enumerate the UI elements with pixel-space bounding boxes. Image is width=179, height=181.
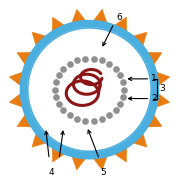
- Polygon shape: [114, 148, 127, 162]
- Polygon shape: [93, 156, 107, 170]
- Polygon shape: [156, 93, 170, 107]
- Polygon shape: [32, 133, 46, 147]
- Polygon shape: [93, 9, 107, 23]
- Text: 4: 4: [48, 168, 54, 177]
- Polygon shape: [52, 17, 65, 32]
- Polygon shape: [133, 133, 147, 147]
- Polygon shape: [9, 72, 23, 86]
- Text: 5: 5: [100, 168, 106, 177]
- Circle shape: [21, 21, 158, 159]
- Text: 6: 6: [116, 13, 122, 22]
- Polygon shape: [147, 52, 162, 65]
- Polygon shape: [9, 93, 23, 107]
- Polygon shape: [114, 17, 127, 32]
- Text: 3: 3: [159, 84, 165, 93]
- Text: 2: 2: [151, 94, 157, 103]
- Circle shape: [28, 28, 151, 151]
- Polygon shape: [52, 148, 65, 162]
- Polygon shape: [72, 9, 86, 23]
- Polygon shape: [147, 114, 162, 127]
- Polygon shape: [32, 32, 46, 46]
- Polygon shape: [133, 32, 147, 46]
- Polygon shape: [156, 72, 170, 86]
- Polygon shape: [17, 52, 32, 65]
- Polygon shape: [72, 156, 86, 170]
- Text: 1: 1: [151, 74, 157, 83]
- Polygon shape: [17, 114, 32, 127]
